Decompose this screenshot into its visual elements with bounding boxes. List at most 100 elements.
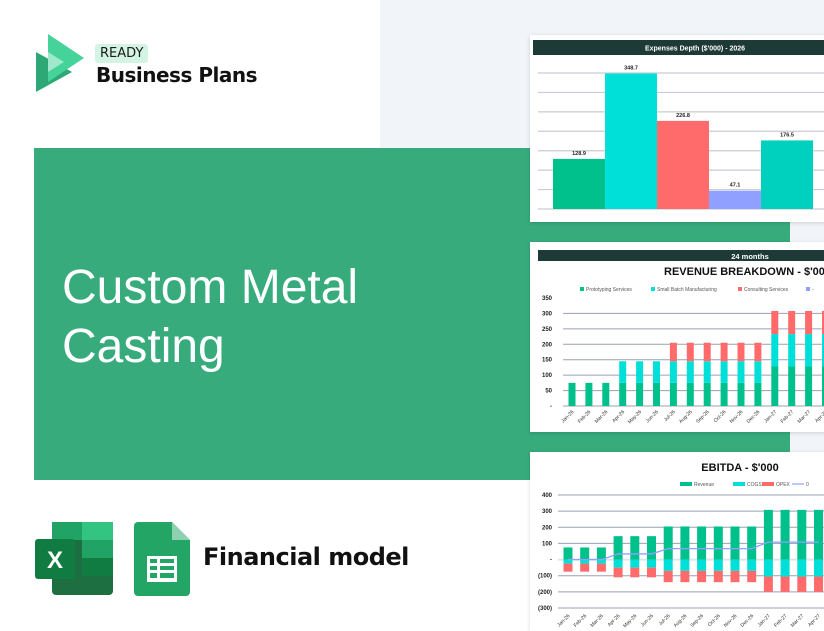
bar-segment [703, 382, 711, 406]
bar-segment [805, 334, 813, 367]
bar-segment [669, 342, 677, 362]
bar-segment [613, 567, 623, 578]
bar-segment [636, 361, 644, 383]
x-tick-label: Oct-26 [713, 409, 728, 424]
ready-business-plans-logo-icon [36, 34, 84, 92]
bar-segment [568, 382, 576, 406]
ebitda-chart-card: EBITDA - $'000 Revenue COGS OPEX 0 400 300 200 1… [530, 452, 824, 631]
y-tick-label: (300) [538, 606, 552, 612]
y-tick-label: 100 [542, 541, 553, 547]
x-tick-label: Jul-26 [663, 409, 677, 423]
ebitda-line [568, 541, 819, 561]
bar-segment [663, 570, 673, 583]
bar-segment [630, 559, 640, 568]
x-tick-label: Apr-26 [611, 409, 626, 424]
bar [709, 190, 761, 209]
x-tick-label: Jul-26 [658, 613, 672, 627]
bar-segment [747, 570, 757, 583]
expenses-chart-card: Expenses Depth ($'000) - 2026 128.9 348.7 2… [530, 35, 824, 222]
x-tick-label: Dec-26 [746, 409, 762, 425]
x-tick-label: Nov-26 [723, 613, 739, 629]
bar-segment [669, 382, 677, 406]
y-tick-label: (100) [538, 574, 552, 580]
x-tick-label: May-26 [627, 409, 643, 425]
y-tick-label: - [550, 558, 552, 564]
legend-swatch [738, 287, 742, 291]
y-tick-label: 300 [542, 311, 553, 317]
bar-segment [636, 382, 644, 406]
bar-segment [563, 563, 573, 572]
chart-header-label: 24 months [731, 252, 769, 261]
bar-segment [585, 382, 593, 406]
bar-segment [754, 382, 762, 406]
y-tick-label: (200) [538, 590, 552, 596]
bar-segment [713, 559, 723, 571]
bar-segment [797, 509, 807, 560]
google-sheets-icon [134, 522, 190, 596]
bar-segment [788, 310, 796, 335]
bar-segment [771, 310, 779, 335]
x-tick-label: Jan-26 [556, 613, 571, 628]
bar-segment [580, 563, 590, 572]
x-tick-label: Mar-26 [594, 409, 610, 425]
bar-segment [747, 559, 757, 571]
bar-segment [680, 570, 690, 583]
bar-segment [754, 342, 762, 362]
bar-segment [630, 567, 640, 578]
bar-segment [805, 366, 813, 406]
bar-segment [771, 366, 779, 406]
bar-segment [720, 382, 728, 406]
bar-segment [814, 559, 823, 577]
bar-segment [797, 559, 807, 577]
bar-segment [580, 559, 590, 564]
bar-segment [737, 382, 745, 406]
x-tick-label: Oct-26 [707, 613, 722, 628]
legend-swatch [806, 287, 810, 291]
bar-segment [703, 361, 711, 383]
bar-segment [686, 361, 694, 383]
bar-segment [805, 310, 813, 335]
bar-segment [720, 361, 728, 383]
y-tick-label: 200 [542, 525, 553, 531]
bar-segment [737, 342, 745, 362]
bar-segment [822, 334, 824, 367]
bar-segment [730, 559, 740, 571]
bar-segment [697, 559, 707, 571]
data-label: 348.7 [624, 66, 638, 72]
bar-segment [754, 361, 762, 383]
bar-segment [730, 570, 740, 583]
legend-swatch [680, 482, 692, 486]
bar-segment [647, 536, 656, 560]
bar-segment [669, 361, 677, 383]
legend-label: Revenue [694, 482, 714, 488]
bar-segment [680, 526, 690, 560]
bar-segment [619, 382, 627, 406]
bar-segment [596, 559, 606, 564]
bar-segment [797, 576, 807, 592]
bar-segment [602, 382, 610, 406]
bar-segment [713, 570, 723, 583]
bar-segment [647, 567, 656, 578]
bar-segment [713, 526, 723, 560]
y-tick-label: 350 [542, 296, 553, 302]
bar-segment [613, 559, 623, 568]
x-tick-label: Jan-27 [763, 409, 778, 424]
bar-segment [788, 366, 796, 406]
bar-segment [663, 526, 673, 560]
y-tick-label: 300 [542, 509, 553, 515]
bar-segment [780, 576, 790, 592]
y-tick-label: 150 [542, 358, 553, 364]
data-label: 128.9 [572, 151, 586, 157]
bar-segment [653, 382, 660, 406]
y-tick-label: 100 [542, 373, 553, 379]
x-tick-label: Jan-27 [757, 613, 772, 628]
revenue-chart-card: 24 months REVENUE BREAKDOWN - $'000 Protot… [530, 242, 824, 432]
x-tick-label: Apr-26 [607, 613, 622, 628]
bar-segment [680, 559, 690, 571]
x-tick-label: Feb-26 [573, 613, 589, 629]
bar-segment [780, 509, 790, 560]
bar-segment [747, 526, 757, 560]
data-label: 176.5 [780, 132, 794, 138]
legend-label: COGS [747, 482, 762, 488]
svg-text:X: X [47, 547, 63, 574]
